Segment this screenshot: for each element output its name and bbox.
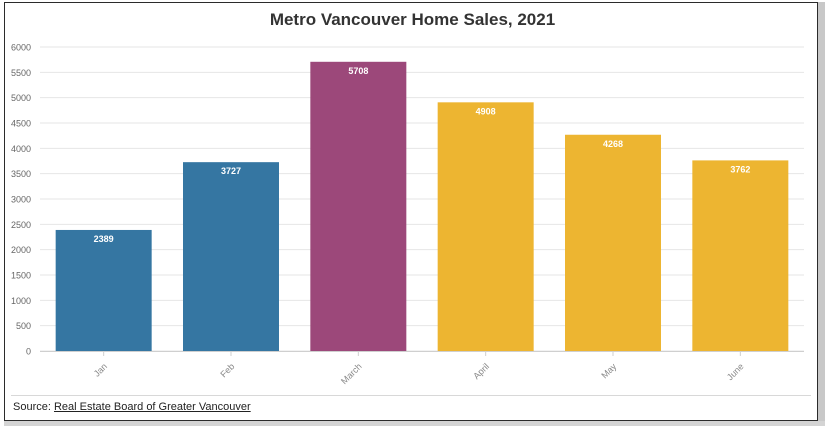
bar	[692, 160, 789, 351]
y-tick-label: 5000	[11, 93, 31, 103]
chart-title: Metro Vancouver Home Sales, 2021	[269, 10, 556, 29]
y-tick-label: 6000	[11, 43, 31, 53]
y-tick-label: 1500	[11, 271, 31, 281]
bar	[565, 134, 661, 351]
frame-shadow-right	[818, 2, 825, 426]
y-tick-label: 2000	[11, 245, 31, 255]
source-divider	[11, 395, 811, 396]
data-label: 5708	[348, 66, 368, 76]
y-tick-label: 5500	[11, 68, 31, 78]
y-tick-label: 3500	[11, 169, 31, 179]
source-link[interactable]: Real Estate Board of Greater Vancouver	[53, 401, 251, 413]
y-tick-label: 1000	[11, 296, 31, 306]
y-tick-label: 2500	[11, 220, 31, 230]
source-note: Source: Real Estate Board of Greater Van…	[13, 401, 251, 413]
x-tick-label: March	[339, 361, 364, 386]
x-tick-label: Jan	[92, 361, 109, 378]
frame-shadow-bottom	[4, 421, 825, 426]
y-tick-label: 500	[16, 321, 31, 331]
source-prefix: Source:	[13, 401, 51, 413]
y-tick-label: 4500	[11, 119, 31, 129]
bar	[310, 61, 407, 351]
data-label: 4908	[476, 106, 496, 116]
y-tick-label: 3000	[11, 195, 31, 205]
x-tick-label: May	[599, 361, 618, 380]
bar	[55, 229, 152, 351]
y-tick-label: 0	[26, 347, 31, 357]
x-tick-label: June	[725, 361, 746, 382]
x-tick-label: Feb	[218, 361, 236, 379]
bar	[183, 162, 279, 351]
data-label: 2389	[94, 234, 114, 244]
bar	[437, 102, 534, 351]
x-tick-label: April	[471, 361, 491, 381]
y-tick-label: 4000	[11, 144, 31, 154]
data-label: 4268	[603, 139, 623, 149]
data-label: 3762	[730, 164, 750, 174]
data-label: 3727	[221, 166, 241, 176]
